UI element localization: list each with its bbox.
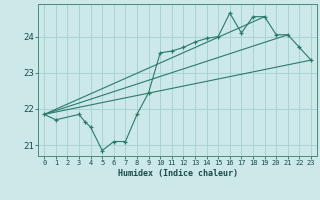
X-axis label: Humidex (Indice chaleur): Humidex (Indice chaleur): [118, 169, 238, 178]
